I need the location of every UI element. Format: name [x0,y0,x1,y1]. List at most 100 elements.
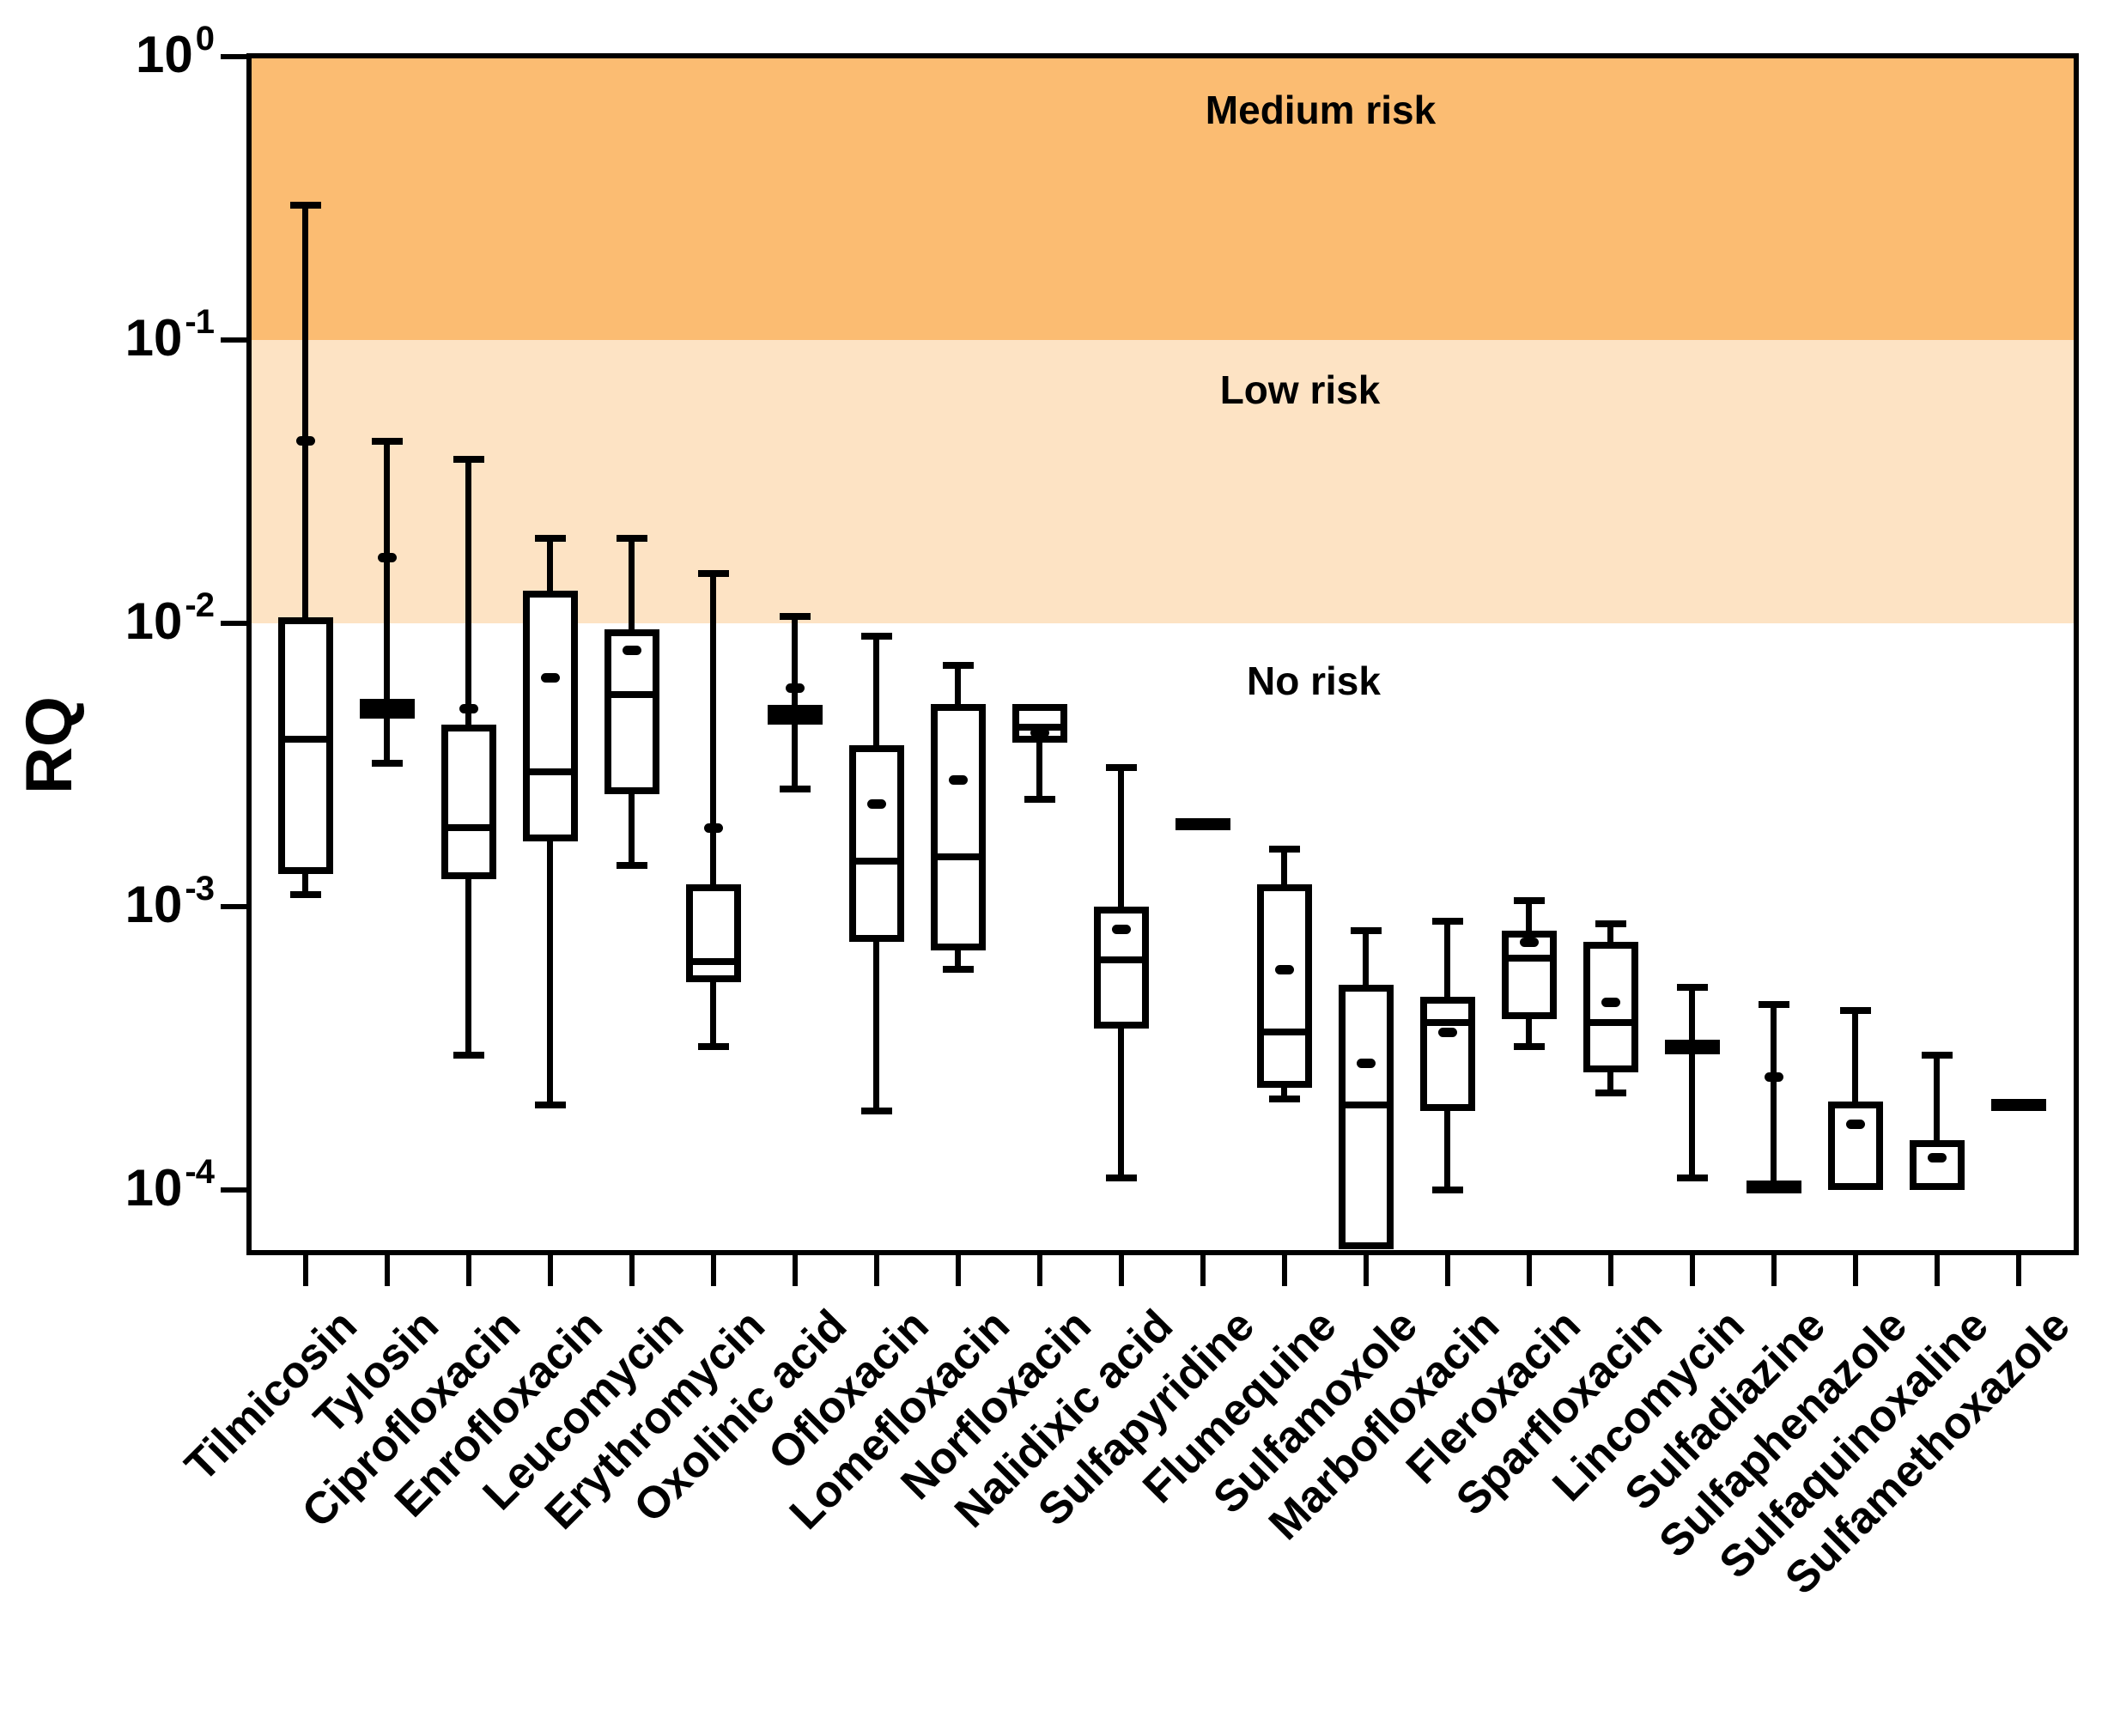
upper-whisker-cap [1676,983,1708,991]
x-tick [1118,1255,1124,1286]
iqr-box [1827,1102,1883,1190]
iqr-box [848,745,904,943]
y-tick-label: 10-4 [125,1153,215,1217]
upper-whisker [710,573,716,886]
lower-whisker-cap [534,1101,566,1108]
lower-whisker [1444,1109,1450,1190]
y-tick-label: 10-2 [125,586,215,650]
mean-marker [1845,1120,1865,1130]
y-tick [221,54,246,59]
iqr-box [1011,703,1067,743]
x-tick [1526,1255,1532,1286]
mean-marker [1437,1027,1457,1037]
mean-marker [1519,937,1539,947]
lower-whisker [547,839,553,1105]
lower-whisker-cap [1676,1175,1708,1182]
upper-whisker-cap [1921,1051,1953,1059]
y-tick [221,1187,246,1193]
median-line [447,824,489,831]
mean-marker [866,799,886,810]
iqr-box [1909,1139,1965,1190]
lower-whisker [1118,1027,1124,1179]
mean-marker [1356,1058,1376,1068]
median-line [937,853,979,860]
upper-whisker [1118,767,1124,908]
upper-whisker-cap [860,633,892,640]
lower-whisker [629,792,635,865]
lower-whisker [302,872,308,895]
upper-whisker [1771,1005,1777,1182]
x-tick [792,1255,798,1286]
y-tick-label: 10-1 [125,303,215,367]
x-tick [302,1255,308,1286]
upper-whisker [547,537,553,593]
x-tick [2015,1255,2021,1286]
lower-whisker-cap [942,966,974,974]
upper-whisker [792,616,798,707]
lower-whisker-cap [616,861,647,869]
median-line [611,691,653,699]
median-line [1508,954,1550,962]
x-tick [1200,1255,1206,1286]
no-risk-label: No risk [1247,659,1381,703]
lower-whisker-cap [1268,1095,1300,1102]
lower-whisker [1281,1085,1287,1099]
upper-whisker-cap [1268,845,1300,853]
iqr-box [1256,883,1312,1088]
low-risk-label: Low risk [1219,367,1381,412]
upper-whisker-cap [289,201,321,209]
mean-marker [622,646,641,656]
upper-whisker [465,458,471,726]
x-tick [1444,1255,1450,1286]
median-line [1345,1101,1387,1108]
upper-whisker [873,636,879,748]
median-line [1426,1018,1468,1026]
x-tick [1852,1255,1858,1286]
iqr-box [522,591,578,841]
upper-whisker [1689,986,1695,1041]
x-tick [384,1255,390,1286]
x-tick [1771,1255,1777,1286]
mean-marker [459,703,478,713]
mean-marker [1111,925,1131,935]
medium-risk-band [246,53,2079,340]
lower-whisker-cap [779,786,811,793]
upper-whisker [629,537,635,632]
x-tick [1036,1255,1042,1286]
upper-whisker-cap [1350,927,1382,935]
x-tick [955,1255,961,1286]
mean-marker [377,553,397,563]
median-line [1100,956,1142,963]
y-axis-title: RQ [13,696,86,794]
iqr-box [1501,931,1557,1020]
upper-whisker-cap [1839,1006,1871,1014]
upper-whisker-cap [616,534,647,542]
collapsed-box-bar [1746,1181,1801,1193]
plot-area: Medium risk Low risk No risk [246,53,2079,1255]
x-tick [547,1255,553,1286]
x-tick [873,1255,879,1286]
upper-whisker [1281,848,1287,886]
iqr-box [1338,984,1394,1249]
iqr-box [1583,942,1638,1073]
lower-whisker-cap [1431,1187,1463,1193]
lower-whisker [792,723,798,790]
lower-whisker [384,717,390,764]
x-tick [1607,1255,1613,1286]
y-tick [221,904,246,909]
lower-whisker-cap [1105,1175,1137,1182]
low-risk-band [246,340,2079,623]
median-line [366,705,408,713]
lower-whisker-cap [697,1043,729,1051]
y-tick-label: 100 [136,20,215,83]
lower-whisker [955,949,961,970]
lower-whisker-cap [371,760,403,768]
medium-risk-label: Medium risk [1205,88,1437,132]
y-tick [221,621,246,626]
upper-whisker [1934,1054,1940,1142]
median-line [284,735,326,743]
mean-marker [540,673,560,683]
mean-marker [948,774,968,785]
iqr-box [930,703,986,951]
